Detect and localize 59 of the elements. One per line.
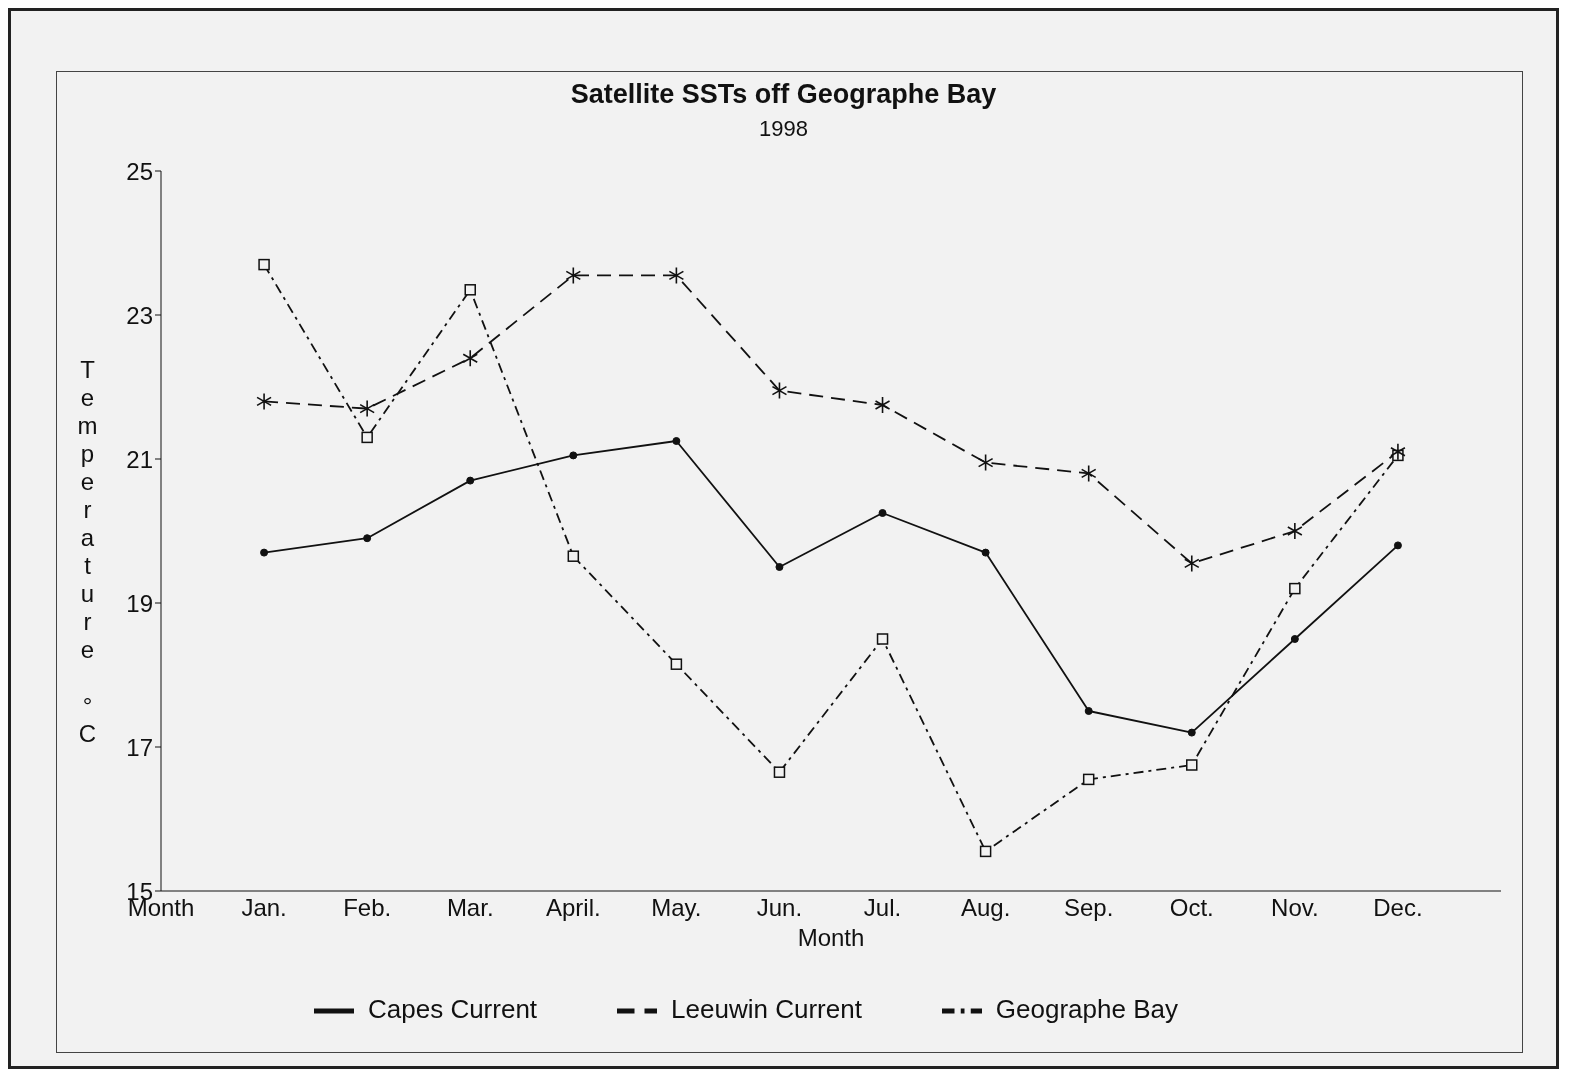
- point: [1390, 443, 1406, 461]
- point: [981, 548, 990, 557]
- point: [876, 633, 889, 645]
- point: [668, 266, 685, 285]
- x-tick-label: April.: [545, 894, 601, 922]
- point: [1080, 464, 1097, 483]
- point: [771, 381, 788, 400]
- point: [1186, 759, 1198, 771]
- x-tick-label: Sep.: [1064, 894, 1114, 922]
- x-tick-label: Nov.: [1271, 894, 1319, 922]
- y-tick-label: 21: [126, 445, 153, 473]
- chart-subtitle: 1998: [758, 116, 809, 142]
- y-tick-label: 25: [126, 157, 153, 185]
- point: [773, 766, 786, 778]
- point: [878, 509, 887, 517]
- point: [359, 399, 375, 418]
- point: [1082, 773, 1095, 786]
- point: [1183, 554, 1200, 573]
- point: [565, 266, 582, 285]
- x-tick-label: Aug.: [960, 894, 1011, 922]
- y-axis-title: Temperature °C: [73, 356, 101, 748]
- point: [361, 431, 373, 444]
- x-tick-label: Jul.: [863, 894, 902, 922]
- legend-label: Capes Current: [368, 993, 538, 1024]
- x-tick-label: May.: [651, 894, 702, 922]
- point: [979, 845, 992, 858]
- point: [1187, 728, 1196, 737]
- point: [462, 349, 479, 367]
- point: [672, 437, 681, 445]
- point: [363, 534, 372, 543]
- point: [1290, 635, 1299, 643]
- point: [874, 396, 891, 414]
- point: [466, 476, 475, 485]
- x-tick-label: Dec.: [1373, 894, 1423, 922]
- point: [1393, 541, 1402, 550]
- point: [464, 284, 476, 296]
- x-axis-title: Month: [797, 924, 865, 951]
- chart-title: Satellite SSTs off Geographe Bay: [569, 79, 998, 110]
- x-tick-label: Oct.: [1169, 894, 1214, 922]
- point: [567, 550, 580, 562]
- y-tick-label: 17: [126, 733, 153, 761]
- point: [256, 392, 272, 411]
- point: [260, 548, 269, 557]
- point: [1287, 522, 1303, 540]
- point: [670, 658, 683, 670]
- y-tick-label: 19: [126, 589, 153, 617]
- legend-label: Geographe Bay: [995, 993, 1178, 1024]
- point: [1084, 707, 1093, 715]
- point: [775, 563, 784, 571]
- x-tick-label: Mar.: [446, 894, 494, 922]
- point: [1289, 582, 1301, 595]
- point: [258, 258, 270, 271]
- legend-label: Leeuwin Current: [671, 993, 862, 1024]
- point: [569, 451, 578, 460]
- x-tick-label: Jan.: [241, 894, 287, 922]
- y-tick-label: 23: [126, 301, 153, 329]
- point: [977, 453, 994, 472]
- x-tick-label: Feb.: [343, 894, 392, 922]
- x-tick-label: Jun.: [756, 894, 803, 922]
